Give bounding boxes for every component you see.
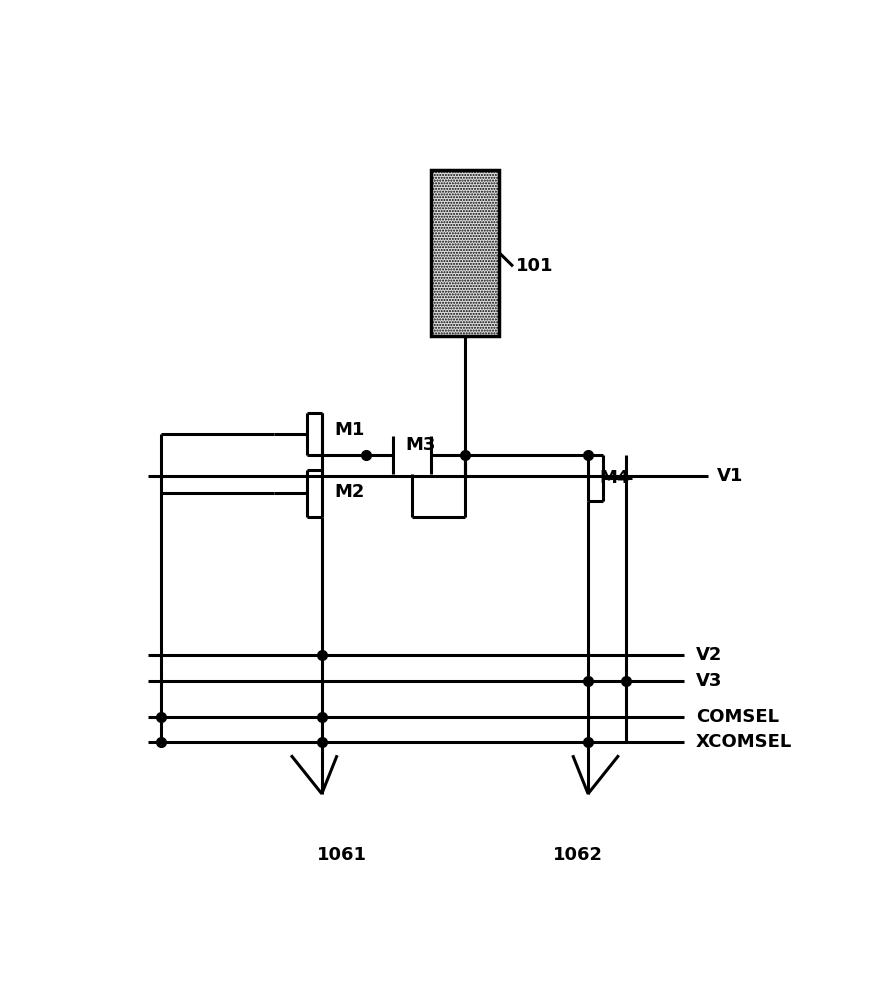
Text: V1: V1 [716,467,743,485]
Text: M4: M4 [599,469,629,487]
Text: V3: V3 [696,672,722,690]
Text: M2: M2 [334,483,365,501]
Text: M1: M1 [334,421,365,439]
Text: 1062: 1062 [552,846,603,864]
Bar [431,170,500,336]
Text: V2: V2 [696,646,722,664]
Text: M3: M3 [405,436,435,454]
Text: 1061: 1061 [317,846,367,864]
Text: 101: 101 [516,257,554,275]
Text: XCOMSEL: XCOMSEL [696,733,792,751]
Text: COMSEL: COMSEL [696,708,779,726]
